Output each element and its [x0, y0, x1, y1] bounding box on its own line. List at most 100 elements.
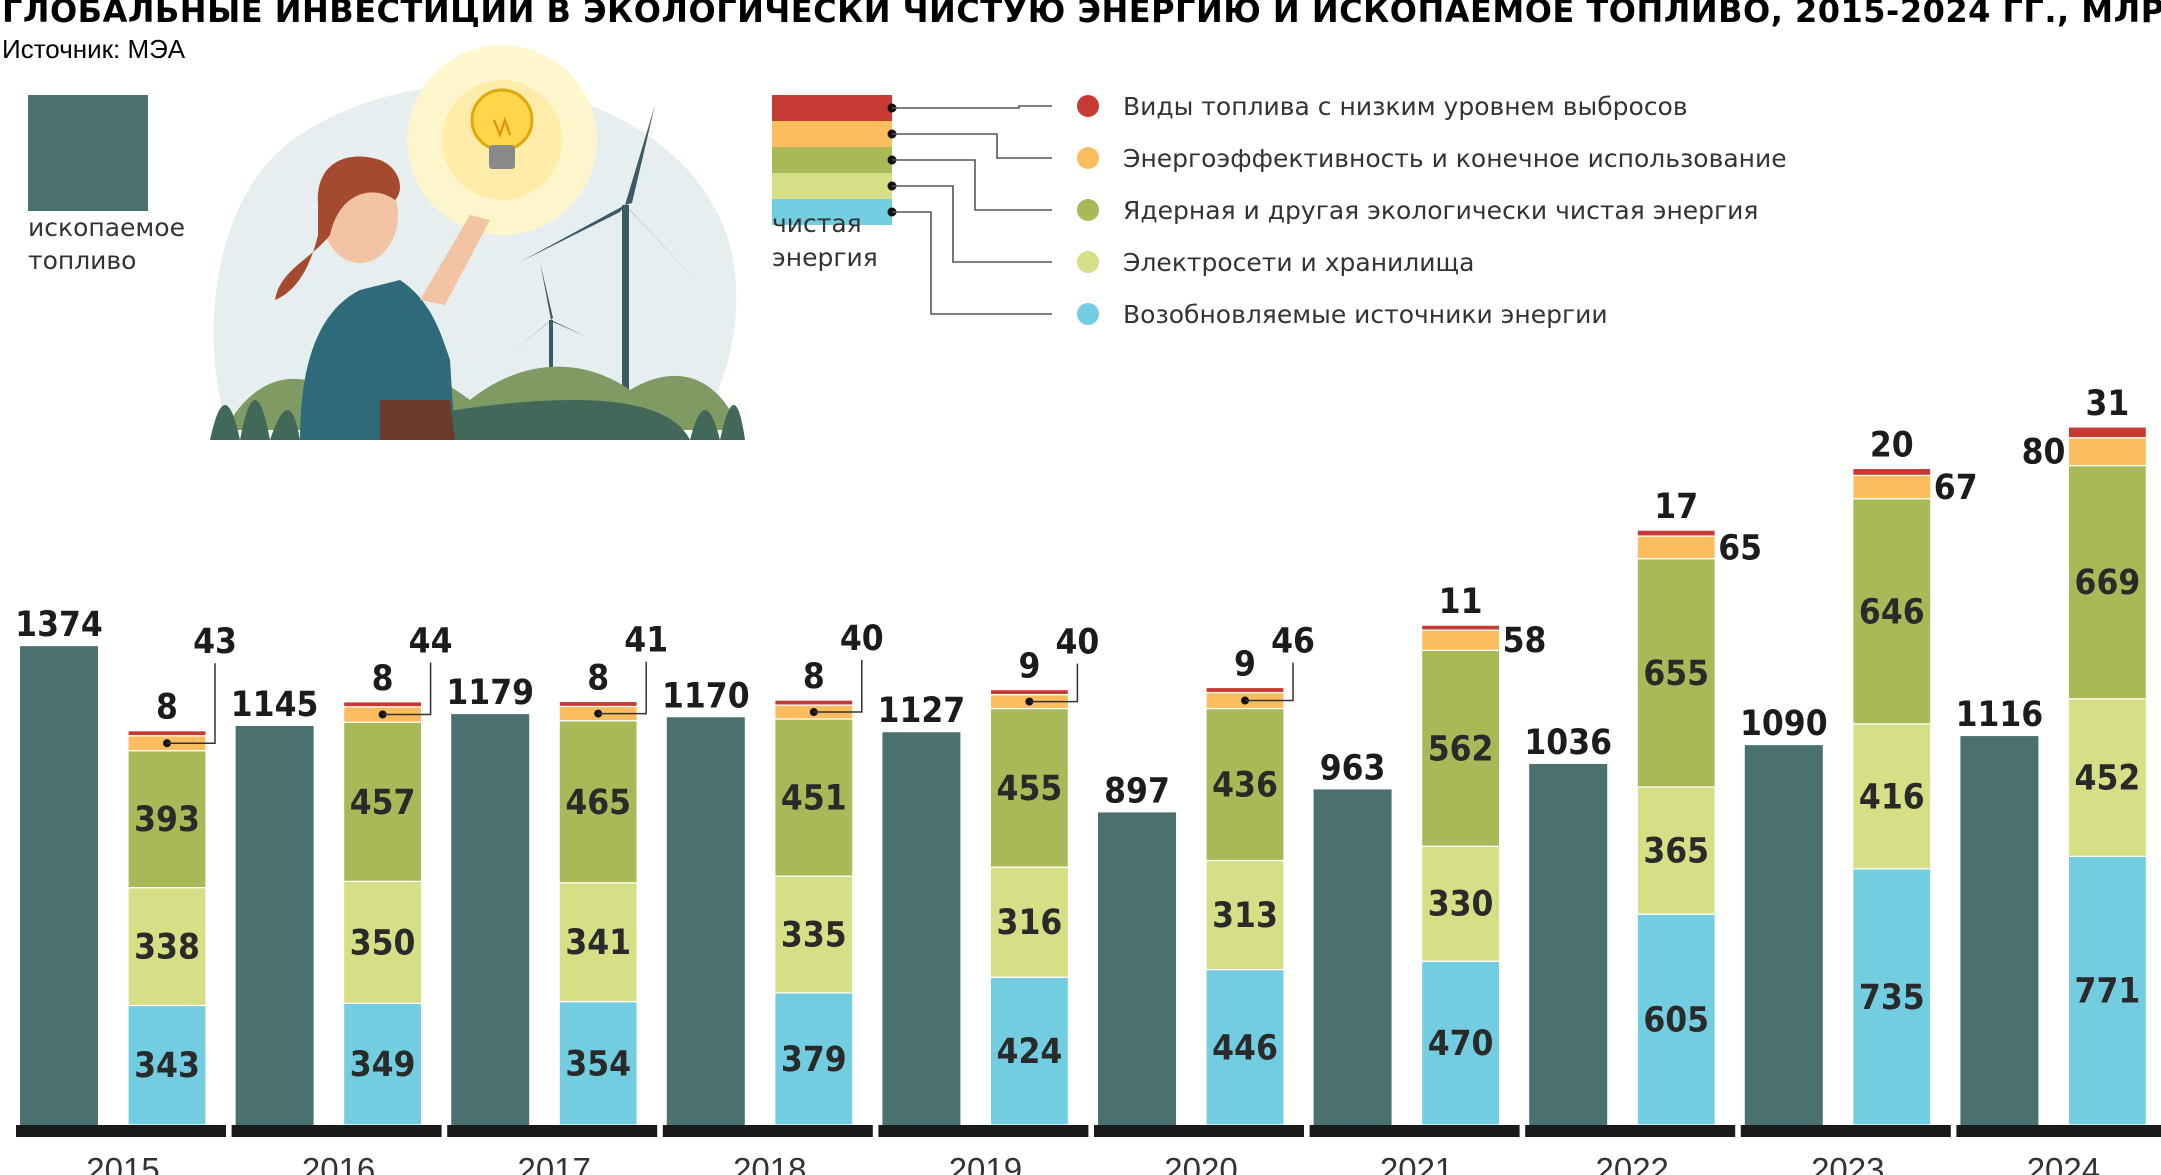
legend-clean-swatches [772, 95, 892, 225]
legend-swatch-4 [772, 199, 892, 225]
callout-line [1245, 662, 1294, 702]
label-renewables: 735 [1859, 978, 1925, 1018]
callout-line [813, 660, 863, 713]
bar-low-emission [1420, 624, 1501, 631]
bar-efficiency [2067, 437, 2147, 467]
bar-grids [989, 866, 1070, 978]
legend-item-label: Энергоэффективность и конечное использов… [1123, 144, 1787, 173]
legend-dot [1077, 251, 1099, 273]
label-fossil: 963 [1320, 748, 1386, 788]
label-fossil: 1374 [15, 605, 103, 645]
x-tick-label: 2024 [2027, 1151, 2100, 1175]
legend-item-label: Электросети и хранилища [1123, 248, 1474, 277]
bar-renewables [2067, 855, 2147, 1126]
legend-fossil: ископаемое топливо [28, 95, 185, 275]
axis-segment [1525, 1125, 1736, 1137]
label-renewables: 424 [997, 1032, 1063, 1072]
bar-efficiency [1420, 629, 1501, 651]
axis-segment [1309, 1125, 1520, 1137]
bar-nuclear [127, 750, 207, 889]
label-grids: 365 [1643, 832, 1709, 872]
bar-renewables [558, 1001, 638, 1126]
woman-lightbulb-illustration [210, 45, 745, 440]
label-grids: 335 [781, 916, 847, 956]
label-efficiency: 41 [624, 621, 668, 661]
bar-nuclear [989, 707, 1070, 868]
bar-nuclear [1636, 558, 1716, 788]
callout-line [1029, 663, 1079, 703]
label-low-emission: 9 [1018, 647, 1040, 687]
bar-low-emission [558, 700, 638, 708]
bar-grids [774, 875, 854, 994]
legend-swatch-1 [772, 121, 892, 147]
bar-renewables [989, 976, 1070, 1126]
bar-low-emission [1636, 529, 1716, 537]
legend-connectors [887, 103, 1052, 315]
x-tick-label: 2022 [1595, 1151, 1668, 1175]
label-nuclear: 451 [781, 779, 847, 819]
bar-low-emission [1852, 467, 1932, 476]
label-low-emission: 8 [372, 659, 394, 699]
bar-low-emission [343, 701, 423, 708]
label-nuclear: 646 [1859, 592, 1925, 632]
bar-low-emission [989, 689, 1070, 696]
label-grids: 316 [997, 903, 1063, 943]
bar-fossil [451, 714, 530, 1125]
bar-fossil [1744, 745, 1823, 1125]
legend-connector-line [892, 159, 1052, 211]
bar-low-emission [127, 730, 207, 737]
label-low-emission: 20 [1870, 425, 1914, 465]
legend-swatch-0 [772, 95, 892, 121]
label-efficiency: 44 [409, 621, 453, 661]
label-fossil: 1116 [1956, 695, 2044, 735]
label-low-emission: 9 [1234, 645, 1256, 685]
bar-renewables [1636, 913, 1716, 1126]
bar-renewables [1420, 960, 1501, 1126]
woman-figure [275, 156, 490, 440]
bar-fossil [20, 646, 98, 1125]
x-tick-label: 2017 [517, 1151, 590, 1175]
x-tick-label: 2015 [86, 1151, 159, 1175]
bar-nuclear [1852, 498, 1932, 725]
legend-clean: чистая энергия Виды топлива с низким уро… [772, 92, 1787, 329]
bar-efficiency [1636, 535, 1716, 560]
legend-dot [1077, 147, 1099, 169]
legend-dot [1077, 199, 1099, 221]
bar-grids [1420, 845, 1501, 962]
wind-turbine-icon [512, 105, 705, 425]
bar-grids [2067, 698, 2147, 857]
bar-efficiency [1852, 474, 1932, 500]
legend-item-label: Возобновляемые источники энергии [1123, 300, 1608, 329]
chart-source: Источник: МЭА [2, 34, 186, 64]
label-renewables: 349 [350, 1045, 416, 1085]
label-renewables: 470 [1428, 1024, 1494, 1064]
bars: 1374 343 338 393 8 43 1145 349 350 457 8 44 1179 354 3… [15, 384, 2147, 1126]
legend-swatch-3 [772, 173, 892, 199]
axis-segment [231, 1125, 442, 1137]
label-fossil: 1090 [1740, 704, 1828, 744]
x-axis: 2015 2016 2017 2018 2019 2020 2021 2022 2023 2024 [16, 1125, 2161, 1175]
axis-segment [1094, 1125, 1304, 1137]
label-low-emission: 11 [1439, 582, 1483, 622]
label-efficiency: 43 [193, 622, 237, 662]
legend-clean-label-1: чистая [772, 209, 862, 238]
label-efficiency: 46 [1271, 622, 1315, 662]
label-efficiency: 40 [1055, 623, 1099, 663]
label-efficiency: 40 [840, 619, 884, 659]
label-fossil: 1179 [446, 673, 534, 713]
bar-grids [1852, 723, 1932, 870]
bar-fossil [235, 725, 314, 1125]
bar-grids [343, 880, 423, 1004]
legend-clean-label-2: энергия [772, 243, 878, 272]
label-low-emission: 8 [156, 688, 178, 728]
legend-item-label: Ядерная и другая экологически чистая эне… [1123, 196, 1758, 225]
year-group-2017: 1179 354 341 465 8 41 [446, 621, 668, 1126]
bar-low-emission [1205, 686, 1285, 694]
label-grids: 330 [1428, 885, 1494, 925]
legend-dot [1077, 303, 1099, 325]
label-fossil: 1036 [1524, 723, 1612, 763]
label-renewables: 771 [2075, 972, 2141, 1012]
bar-fossil [666, 717, 745, 1125]
year-group-2020: 897 446 313 436 9 46 [1098, 622, 1315, 1126]
